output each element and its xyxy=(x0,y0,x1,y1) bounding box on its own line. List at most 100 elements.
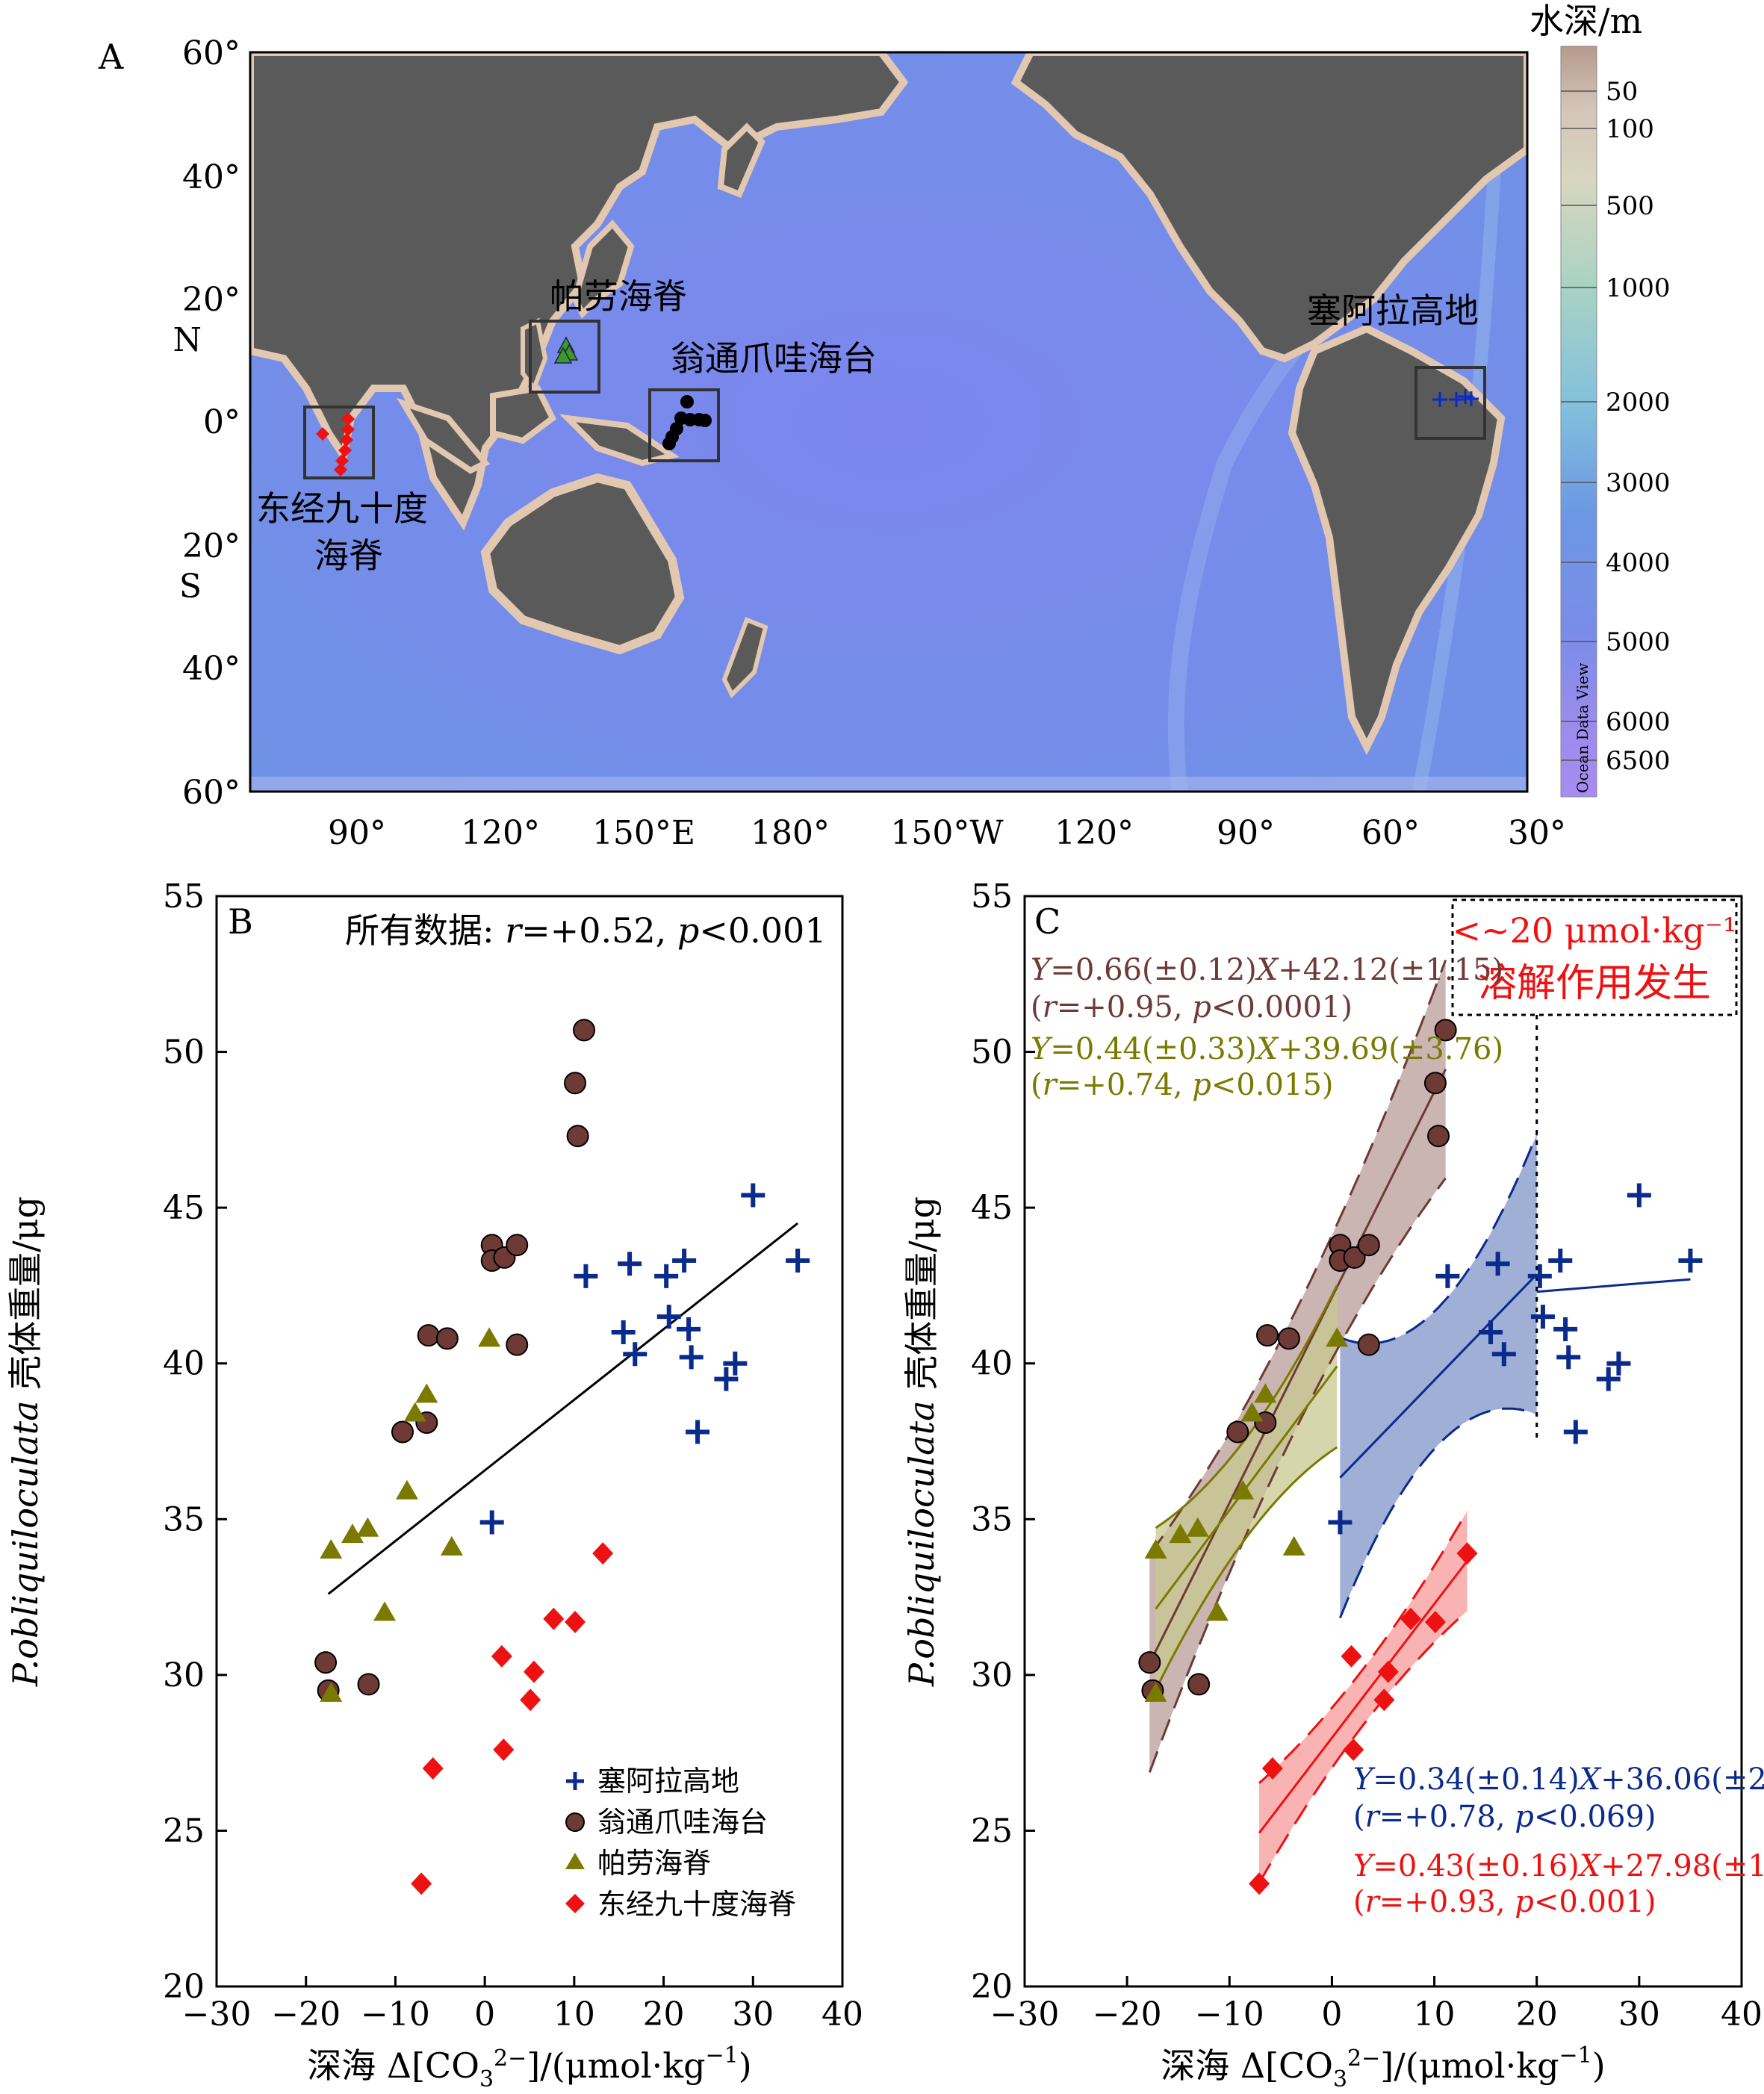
palau-sites xyxy=(553,336,579,364)
data-point-ontong xyxy=(573,1019,596,1042)
data-point-ceara xyxy=(786,1249,810,1273)
panel-b-y-tick-label: 45 xyxy=(163,1189,205,1227)
confidence-lower-ninety xyxy=(1258,1609,1468,1883)
threshold-text-line1: <~20 μmol·kg⁻¹ xyxy=(1453,910,1737,951)
stats-ontong-p: <0.0001) xyxy=(1211,990,1352,1025)
data-point-ninety xyxy=(1343,1738,1364,1761)
threshold-text-line2: 溶解作用发生 xyxy=(1478,961,1711,1006)
lat-label-40s: 40° xyxy=(182,650,240,688)
confidence-lower-palau xyxy=(1155,1446,1338,1691)
data-point-ontong xyxy=(1357,1333,1380,1356)
map-frame xyxy=(249,51,1529,793)
data-point-palau xyxy=(1232,1479,1255,1500)
panel-c-x-tick-label: −30 xyxy=(990,1995,1060,2034)
eq-palau-const: +39.69(±3.76) xyxy=(1278,1032,1503,1066)
stats-ninety-r: =+0.93, xyxy=(1379,1885,1515,1919)
data-point-ninety xyxy=(520,1688,541,1712)
data-point-ontong xyxy=(506,1333,529,1356)
fit-line-ceara xyxy=(1339,1273,1538,1479)
mid-atlantic-ridge xyxy=(1412,52,1508,792)
colorbar-label-6000: 6000 xyxy=(1606,707,1671,737)
panel-b-y-tick-label: 50 xyxy=(163,1034,205,1072)
data-point-palau xyxy=(341,1523,364,1544)
data-point-ceara xyxy=(672,1249,697,1273)
data-point-ontong xyxy=(391,1420,414,1444)
stats-ceara: (r=+0.78, p<0.069) xyxy=(1353,1800,1656,1834)
legend-label-ceara: 塞阿拉高地 xyxy=(597,1765,739,1798)
data-point-ceara xyxy=(1328,1510,1352,1535)
ninety-site-marker xyxy=(338,444,352,457)
data-point-ceara xyxy=(611,1320,636,1344)
y-label-rest: 壳体重量/μg xyxy=(5,1196,46,1400)
data-point-ceara xyxy=(723,1351,748,1376)
data-point-palau xyxy=(395,1479,418,1500)
data-point-ontong xyxy=(1187,1673,1211,1696)
lon-label-120w: 120° xyxy=(1055,814,1134,852)
lon-label-30w: 30° xyxy=(1508,814,1566,852)
lon-label-150e: 150°E xyxy=(592,814,695,852)
panel-c-points xyxy=(1138,1019,1703,1895)
data-point-ceara xyxy=(1530,1305,1555,1329)
region-label-palau: 帕劳海脊 xyxy=(550,276,687,317)
lat-label-40n: 40° xyxy=(182,158,240,196)
panel-b-x-tick-label: −30 xyxy=(182,1995,252,2034)
data-point-ontong xyxy=(1434,1019,1457,1042)
panel-b-y-tick-label: 20 xyxy=(163,1968,205,2006)
data-point-palau xyxy=(1144,1539,1167,1559)
legend-marker-ontong xyxy=(565,1812,585,1832)
data-point-ontong xyxy=(314,1651,338,1674)
all-data-regression-line xyxy=(327,1222,799,1595)
data-point-palau xyxy=(403,1402,426,1422)
data-point-palau xyxy=(373,1601,397,1621)
southern-shelf xyxy=(250,777,1527,792)
colorbar-label-4000: 4000 xyxy=(1606,548,1671,578)
data-point-ceara xyxy=(679,1345,704,1370)
data-point-palau xyxy=(1144,1682,1167,1702)
data-point-palau xyxy=(320,1682,343,1702)
panel-c-y-tick-label: 25 xyxy=(971,1812,1013,1850)
stats-ontong: (r=+0.95, p<0.0001) xyxy=(1031,990,1352,1025)
latitude-labels: 60° 40° 20° N 0° 20° S 40° 60° xyxy=(173,34,241,812)
lat-label-n: N xyxy=(173,321,202,359)
map-panel: A 60° xyxy=(98,1,1671,852)
data-point-ceara xyxy=(1548,1249,1573,1273)
ontong-sites xyxy=(662,395,712,450)
colorbar-label-50: 50 xyxy=(1606,77,1638,107)
panel-c-fit-lines xyxy=(1148,960,1691,1883)
panel-c-x-ticks: −30 −20 −10 0 10 20 30 40 xyxy=(990,1976,1763,2034)
panel-b-letter: B xyxy=(228,901,253,942)
lon-label-90e: 90° xyxy=(328,814,386,852)
equation-ceara: Y=0.34(±0.14)X+36.06(±2.03) xyxy=(1353,1762,1764,1797)
annotation-prefix: 所有数据: xyxy=(345,910,505,951)
eq-ninety-const: +27.98(±1.14) xyxy=(1600,1849,1764,1883)
data-point-ceara xyxy=(479,1510,504,1535)
panel-c-x-tick-label: −20 xyxy=(1093,1995,1162,2034)
data-point-ninety xyxy=(1377,1660,1399,1683)
legend-label-ontong: 翁通爪哇海台 xyxy=(597,1806,768,1839)
data-point-ceara xyxy=(1491,1342,1516,1367)
data-point-ceara xyxy=(1678,1249,1703,1273)
land-kamchatka xyxy=(717,122,765,199)
lon-label-120e: 120° xyxy=(461,814,540,852)
ontong-site-marker xyxy=(680,395,694,408)
data-point-palau xyxy=(1326,1327,1349,1347)
lat-label-0: 0° xyxy=(203,403,240,441)
ontong-site-marker xyxy=(662,437,676,450)
panel-b-chart: B 所有数据: r=+0.52, p<0.001 −30 −20 −10 0 10 20 3… xyxy=(5,877,863,2093)
data-point-ceara xyxy=(656,1305,681,1329)
data-point-palau xyxy=(1186,1517,1209,1537)
panel-c-y-axis-label: P.obliquiloculata 壳体重量/μg xyxy=(901,1196,942,1687)
region-label-ontong: 翁通爪哇海台 xyxy=(671,338,877,379)
panel-b-x-tick-label: 10 xyxy=(553,1995,595,2034)
ceara-sites xyxy=(1432,389,1479,407)
data-point-ceara xyxy=(1479,1320,1503,1344)
data-point-ceara xyxy=(1435,1264,1460,1288)
panel-b-y-tick-label: 25 xyxy=(163,1812,205,1850)
y-label-species-c: P.obliquiloculata xyxy=(901,1401,942,1687)
longitude-labels: 90° 120° 150°E 180° 150°W 120° 90° 60° 3… xyxy=(328,814,1566,852)
data-point-palau xyxy=(478,1327,501,1347)
ninety-sites xyxy=(316,412,355,476)
legend-marker-ceara xyxy=(566,1772,584,1790)
panel-b-x-tick-label: 0 xyxy=(474,1995,495,2034)
